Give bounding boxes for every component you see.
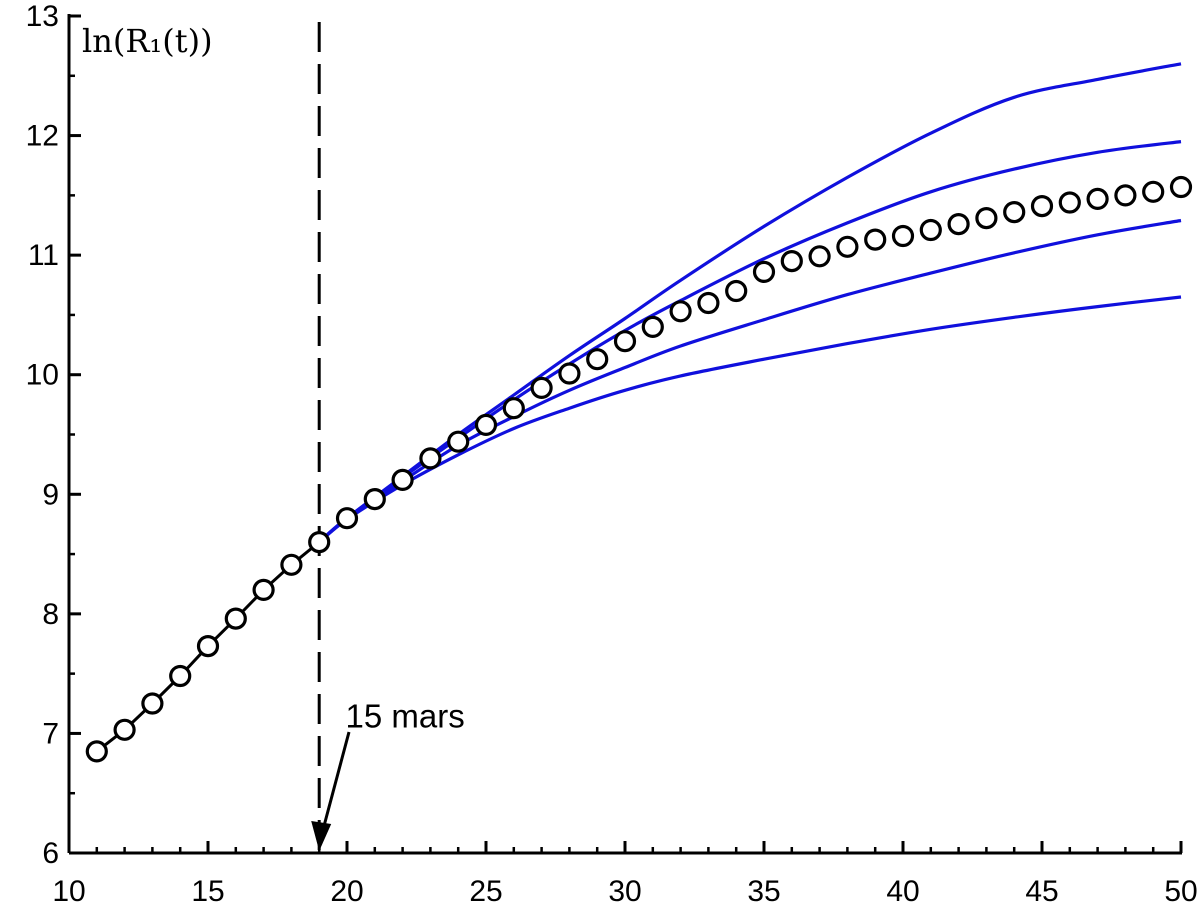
annotation: 15 mars <box>311 697 465 851</box>
y-tick-label: 10 <box>26 359 59 392</box>
model-lines <box>318 62 1182 544</box>
data-point <box>252 578 275 602</box>
data-point <box>808 245 831 268</box>
data-point <box>1030 195 1054 218</box>
data-point <box>1169 175 1193 199</box>
data-point <box>613 330 637 353</box>
model-curve-3 <box>318 218 1182 544</box>
data-point <box>363 488 386 511</box>
data-point <box>1003 201 1026 224</box>
data-point <box>113 718 136 741</box>
data-point <box>308 530 331 554</box>
axes <box>67 14 1182 855</box>
data-point <box>1058 191 1081 214</box>
data-point <box>586 348 609 371</box>
y-tick-label: 11 <box>28 239 59 272</box>
data-point <box>725 279 748 303</box>
data-point <box>836 235 859 258</box>
annotation-arrow-head <box>311 821 332 851</box>
data-point <box>474 413 498 436</box>
ticks: 6 7 8 9 10 11 12 13 10 15 20 25 30 35 40 45 50 <box>26 0 1198 908</box>
y-tick-label: 8 <box>42 598 59 631</box>
data-point <box>530 376 553 399</box>
y-tick-label: 12 <box>26 120 59 153</box>
data-point <box>85 740 108 763</box>
data-point <box>419 447 442 470</box>
data-point <box>447 430 470 453</box>
y-axis-label: ln(R₁(t)) <box>82 22 213 60</box>
data-point <box>141 692 164 715</box>
data-point <box>1086 187 1109 210</box>
data-point <box>280 553 303 576</box>
data-point <box>669 300 692 323</box>
data-point <box>169 664 192 688</box>
data-point <box>335 507 359 530</box>
y-tick-label: 7 <box>42 717 59 750</box>
data-point <box>196 634 220 658</box>
annotation-label: 15 mars <box>346 697 465 734</box>
data-point <box>391 468 414 491</box>
data-point <box>780 250 803 273</box>
x-tick-label: 15 <box>191 875 224 908</box>
annotation-arrow-line <box>321 731 351 830</box>
y-tick-label: 6 <box>42 837 59 870</box>
x-tick-label: 10 <box>52 875 85 908</box>
x-tick-label: 25 <box>469 875 502 908</box>
x-tick-label: 20 <box>330 875 363 908</box>
data-point <box>502 397 525 420</box>
model-curve-1 <box>318 62 1182 544</box>
data-point <box>864 228 887 251</box>
x-tick-label: 30 <box>608 875 641 908</box>
data-point <box>891 224 915 248</box>
model-curve-4 <box>318 295 1182 544</box>
x-tick-label: 45 <box>1025 875 1058 908</box>
x-tick-label: 40 <box>886 875 919 908</box>
x-tick-label: 35 <box>747 875 780 908</box>
data-point <box>697 291 720 315</box>
y-tick-label: 9 <box>42 478 59 511</box>
x-tick-label: 50 <box>1164 875 1197 908</box>
data-point <box>1114 184 1137 207</box>
data-point <box>1142 180 1165 203</box>
data-point <box>641 315 664 338</box>
data-point <box>224 607 247 630</box>
data-point <box>947 213 970 236</box>
data-point <box>975 207 998 230</box>
y-tick-label: 13 <box>26 0 59 33</box>
data-point <box>919 218 942 242</box>
data-point <box>558 362 581 385</box>
data-markers <box>85 175 1193 763</box>
data-point <box>752 260 776 283</box>
